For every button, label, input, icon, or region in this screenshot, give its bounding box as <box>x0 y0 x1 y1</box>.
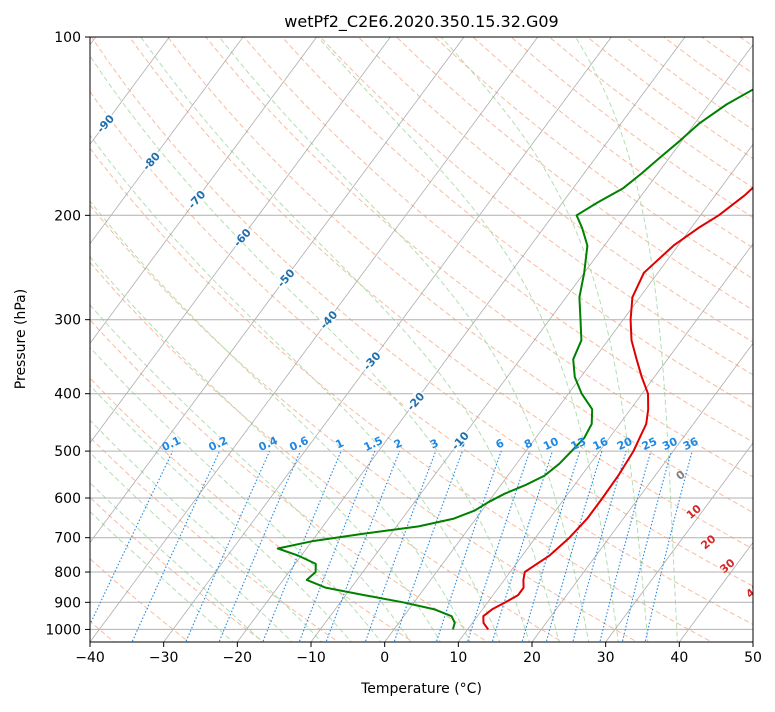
chart-title: wetPf2_C2E6.2020.350.15.32.G09 <box>284 12 558 32</box>
y-tick-label: 400 <box>54 387 81 403</box>
y-tick-label: 500 <box>54 444 81 460</box>
x-tick-label: −30 <box>149 650 179 666</box>
y-tick-label: 1000 <box>45 622 81 638</box>
x-tick-label: 40 <box>670 650 688 666</box>
x-tick-label: −40 <box>75 650 105 666</box>
x-tick-label: 10 <box>449 650 467 666</box>
y-tick-label: 300 <box>54 313 81 329</box>
x-tick-label: 0 <box>380 650 389 666</box>
y-tick-label: 800 <box>54 565 81 581</box>
x-tick-label: 30 <box>597 650 615 666</box>
y-axis-label: Pressure (hPa) <box>13 289 29 389</box>
y-tick-label: 700 <box>54 531 81 547</box>
x-axis-label: Temperature (°C) <box>360 681 482 697</box>
y-tick-label: 600 <box>54 491 81 507</box>
x-tick-label: 50 <box>744 650 762 666</box>
x-tick-label: 20 <box>523 650 541 666</box>
y-tick-label: 900 <box>54 595 81 611</box>
y-tick-label: 100 <box>54 30 81 46</box>
x-tick-label: −20 <box>223 650 253 666</box>
y-tick-label: 200 <box>54 208 81 224</box>
x-tick-label: −10 <box>296 650 326 666</box>
